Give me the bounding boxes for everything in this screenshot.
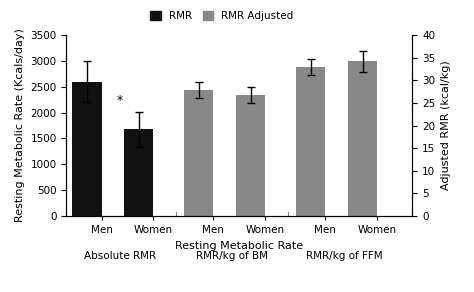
Text: Absolute RMR: Absolute RMR [84,251,156,261]
Bar [296,67,325,216]
Legend: RMR, RMR Adjusted: RMR, RMR Adjusted [150,11,294,21]
Text: *: * [117,94,123,107]
Bar [124,129,154,216]
X-axis label: Resting Metabolic Rate: Resting Metabolic Rate [175,241,303,251]
Bar [348,61,377,216]
Y-axis label: Adjusted RMR (kcal/kg): Adjusted RMR (kcal/kg) [441,61,451,190]
Text: RMR/kg of BM: RMR/kg of BM [196,251,268,261]
Bar [184,91,213,216]
Text: RMR/kg of FFM: RMR/kg of FFM [306,251,382,261]
Bar [72,81,101,216]
Bar [236,95,265,216]
Y-axis label: Resting Metabolic Rate (Kcals/day): Resting Metabolic Rate (Kcals/day) [15,29,25,223]
